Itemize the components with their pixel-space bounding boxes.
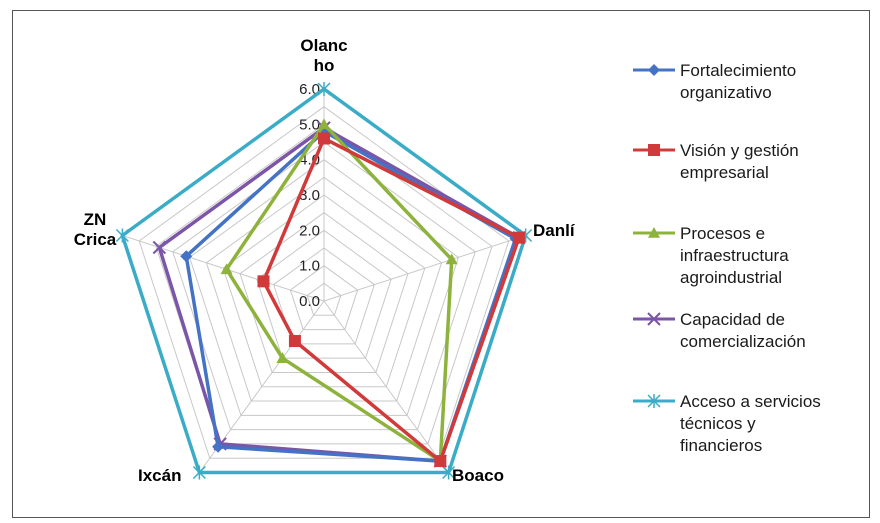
legend-item: Capacidad de comercialización bbox=[633, 310, 806, 351]
axis-label: Ixcán bbox=[138, 466, 181, 485]
axis-label: ho bbox=[314, 56, 335, 75]
grid-spoke bbox=[122, 235, 325, 302]
triangle-marker bbox=[276, 352, 289, 363]
triangle-marker bbox=[220, 263, 233, 275]
diamond-marker bbox=[180, 250, 193, 263]
legend-label: Visión y gestión bbox=[680, 141, 799, 160]
asterisk-marker bbox=[647, 394, 661, 408]
legend-item: Acceso a servicios técnicos y financieros bbox=[633, 392, 821, 455]
asterisk-marker bbox=[317, 82, 331, 96]
grid-ring bbox=[273, 247, 375, 345]
radar-tick-labels: 0.01.02.03.04.05.06.0 bbox=[299, 81, 320, 310]
x-marker bbox=[152, 240, 167, 255]
grid-ring bbox=[289, 265, 359, 331]
legend-item: Visión y gestión empresarial bbox=[633, 141, 799, 182]
axis-label: Danlí bbox=[533, 221, 576, 240]
square-marker bbox=[318, 132, 330, 145]
grid-ring bbox=[172, 141, 476, 431]
series-line bbox=[224, 122, 454, 463]
legend-label: Acceso a servicios bbox=[680, 392, 821, 411]
triangle-marker bbox=[445, 253, 458, 265]
triangle-marker bbox=[648, 227, 660, 238]
legend-label: empresarial bbox=[680, 163, 769, 182]
grid-ring bbox=[239, 212, 409, 373]
legend-label: Capacidad de bbox=[680, 310, 785, 329]
square-marker bbox=[648, 144, 660, 156]
square-marker bbox=[257, 275, 270, 288]
axis-label: Crica bbox=[74, 230, 117, 249]
legend-label: financieros bbox=[680, 436, 762, 455]
asterisk-marker bbox=[442, 465, 456, 480]
series-line bbox=[261, 136, 521, 463]
tick-label: 5.0 bbox=[299, 116, 320, 133]
radar-series bbox=[115, 82, 533, 480]
series-group bbox=[115, 82, 533, 480]
legend-label: organizativo bbox=[680, 83, 772, 102]
x-marker-stroke bbox=[647, 312, 661, 326]
diamond-marker bbox=[648, 64, 660, 76]
axis-label: ZN bbox=[84, 210, 107, 229]
square-marker bbox=[512, 231, 525, 244]
asterisk-marker bbox=[192, 465, 206, 480]
axis-label: Olanc bbox=[300, 36, 347, 55]
triangle-marker bbox=[318, 118, 330, 130]
legend-label: agroindustrial bbox=[680, 268, 782, 287]
axis-label: Boaco bbox=[452, 466, 504, 485]
grid-spoke bbox=[323, 235, 526, 302]
legend-item: Procesos e infraestructura agroindustrial bbox=[633, 224, 789, 287]
legend-item: Fortalecimiento organizativo bbox=[633, 61, 796, 102]
tick-label: 0.0 bbox=[299, 293, 320, 310]
square-marker bbox=[434, 455, 447, 468]
asterisk-marker bbox=[115, 228, 129, 243]
legend: Fortalecimiento organizativo Visión y gest… bbox=[633, 61, 821, 455]
grid-ring bbox=[155, 123, 493, 445]
legend-label: Procesos e bbox=[680, 224, 765, 243]
radar-grid bbox=[121, 88, 527, 474]
tick-label: 2.0 bbox=[299, 222, 320, 239]
diamond-marker bbox=[212, 440, 225, 453]
series-group bbox=[257, 132, 525, 468]
x-marker-stroke bbox=[152, 240, 167, 255]
x-marker bbox=[647, 312, 661, 326]
series-line bbox=[120, 87, 528, 475]
grid-spoke bbox=[323, 300, 450, 473]
tick-label: 1.0 bbox=[299, 258, 320, 275]
legend-label: técnicos y bbox=[680, 414, 756, 433]
square-marker bbox=[288, 335, 301, 348]
legend-label: comercialización bbox=[680, 332, 806, 351]
legend-label: infraestructura bbox=[680, 246, 789, 265]
grid-ring bbox=[205, 176, 443, 402]
grid-ring bbox=[306, 282, 342, 316]
tick-label: 3.0 bbox=[299, 187, 320, 204]
series-line bbox=[184, 129, 518, 463]
legend-label: Fortalecimiento bbox=[680, 61, 796, 80]
